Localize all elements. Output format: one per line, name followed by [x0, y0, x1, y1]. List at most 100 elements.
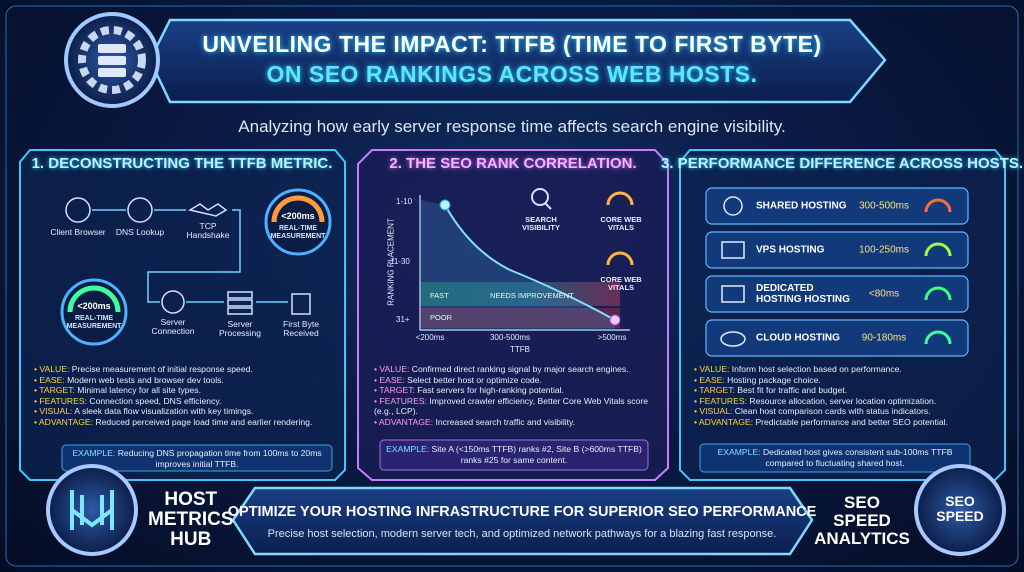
bullet-label: FEATURES:	[39, 395, 87, 406]
bullet-label: EASE:	[699, 374, 725, 385]
host-time: <80ms	[868, 288, 900, 300]
vitals-icon	[606, 191, 634, 206]
bullet: • EASE: Modern web tests and browser dev…	[34, 375, 339, 386]
zone-label: FAST	[430, 291, 449, 300]
brand: HOST METRICS HUB	[148, 490, 234, 550]
flow-icons	[65, 197, 311, 315]
host-gauges	[924, 198, 952, 345]
bullet: • EASE: Hosting package choice.	[694, 375, 999, 386]
bullet-text: Best fit for traffic and budget.	[737, 385, 848, 396]
bullet-text: Fast servers for high-ranking potential.	[417, 385, 564, 396]
host-name: DEDICATED HOSTING HOSTING	[756, 283, 850, 305]
bullet-label: TARGET:	[699, 385, 735, 396]
gauge-arc	[271, 195, 325, 223]
title-line: UNVEILING THE IMPACT: TTFB (TIME TO FIRS…	[202, 31, 822, 57]
side-line: SEO	[844, 493, 880, 512]
gear-teeth	[78, 26, 146, 94]
host-time: 100-250ms	[858, 244, 910, 256]
bullet-dot: •	[374, 374, 380, 385]
bullet-dot: •	[694, 395, 700, 406]
example: EXAMPLE: Dedicated host gives consistent…	[704, 447, 966, 468]
bullet-label: FEATURES:	[699, 395, 747, 406]
example-box	[379, 439, 649, 471]
bullet: • VALUE: Inform host selection based on …	[694, 364, 999, 375]
bullet: • FEATURES: Resource allocation, server …	[694, 396, 999, 407]
zone-label: POOR	[430, 313, 453, 322]
bullet-label: VISUAL:	[699, 406, 733, 417]
panel-frame	[19, 149, 346, 481]
search-icon	[544, 202, 552, 210]
chart-curve	[444, 204, 616, 321]
bullet-label: VALUE:	[379, 364, 410, 374]
brand-line: METRICS	[148, 508, 234, 530]
chart-axes	[419, 195, 630, 331]
gauge-value: <200ms	[281, 211, 315, 221]
vitals-icon	[606, 251, 634, 266]
zone-label: NEEDS IMPROVEMENT	[490, 291, 574, 300]
badge-text: SEO SPEED	[936, 493, 984, 525]
bullet-dot: •	[694, 416, 699, 427]
bullet-text: Predictable performance and better SEO p…	[755, 416, 948, 427]
host-cards	[705, 187, 969, 357]
host-time: 300-500ms	[858, 200, 910, 212]
bullet-list: • VALUE: Precise measurement of initial …	[34, 364, 339, 428]
x-axis-label: TTFB	[510, 345, 530, 354]
bullet: • VISUAL: Clean host comparison cards wi…	[694, 406, 999, 417]
bullet: • VALUE: Confirmed direct ranking signal…	[374, 364, 659, 375]
gauge-arc	[67, 285, 121, 313]
bullet-label: EASE:	[39, 374, 65, 385]
example: EXAMPLE: Site A (<150ms TTFB) ranks #2, …	[384, 444, 644, 465]
flow-step: Client Browser	[50, 227, 106, 237]
example-box	[699, 443, 971, 473]
footer-banner	[231, 486, 814, 556]
side-text: SEO SPEED ANALYTICS	[814, 494, 910, 548]
bullet-dot: •	[34, 364, 40, 374]
brand-line: HUB	[170, 528, 212, 550]
bullet-text: Modern web tests and browser dev tools.	[67, 374, 224, 385]
flow-arrows	[92, 209, 288, 303]
search-icon	[531, 188, 549, 206]
y-tick-label: 11-30	[390, 257, 410, 266]
x-tick-label: <200ms	[415, 333, 445, 342]
bullet-label: EASE:	[379, 374, 405, 385]
panel-title: 3. PERFORMANCE DIFFERENCE ACROSS HOSTS.	[661, 155, 1023, 172]
y-tick-label: 31+	[396, 315, 410, 324]
bullet: • FEATURES: Improved crawler efficiency,…	[374, 396, 659, 417]
bullet: • TARGET: Minimal latency for all site t…	[34, 385, 339, 396]
bullet-dot: •	[374, 395, 380, 406]
host-name: VPS HOSTING	[756, 244, 825, 256]
x-tick-label: 300-500ms	[489, 333, 531, 342]
bullet-label: ADVANTAGE:	[378, 416, 434, 427]
bullet-dot: •	[694, 374, 700, 385]
badge-line: SPEED	[936, 508, 984, 525]
bullet-dot: •	[34, 406, 40, 417]
bullet-label: VALUE:	[699, 364, 730, 374]
server-icon	[98, 56, 126, 65]
host-time: 90-180ms	[861, 332, 907, 344]
flow-step: Server Processing	[218, 319, 262, 339]
icon-label: SEARCH VISIBILITY	[522, 215, 560, 233]
icon-label: CORE WEB VITALS	[600, 215, 642, 233]
bullet-list: • VALUE: Confirmed direct ranking signal…	[374, 364, 659, 428]
bullet-text: Reduced perceived page load time and ear…	[95, 416, 313, 427]
host-name: CLOUD HOSTING	[756, 332, 840, 344]
bullet-dot: •	[34, 385, 40, 396]
gauge-label: REAL-TIME MEASUREMENT	[66, 315, 122, 330]
bullet-list: • VALUE: Inform host selection based on …	[694, 364, 999, 428]
example-text: Reducing DNS propagation time from 100ms…	[117, 448, 322, 469]
logo	[46, 464, 138, 556]
bullet: • TARGET: Best fit for traffic and budge…	[694, 385, 999, 396]
x-tick-label: >500ms	[597, 333, 627, 342]
chart-area	[420, 200, 615, 330]
bullet-label: VISUAL:	[39, 406, 73, 417]
host-icons	[720, 196, 746, 347]
bullet-dot: •	[34, 374, 40, 385]
gauge-value: <200ms	[77, 301, 111, 311]
outer-frame	[5, 5, 1019, 567]
title-line: ON SEO RANKINGS ACROSS WEB HOSTS.	[266, 61, 758, 87]
bullet-dot: •	[694, 406, 700, 417]
bullet-text: Connection speed, DNS efficiency.	[89, 395, 222, 406]
server-icon	[98, 44, 126, 53]
